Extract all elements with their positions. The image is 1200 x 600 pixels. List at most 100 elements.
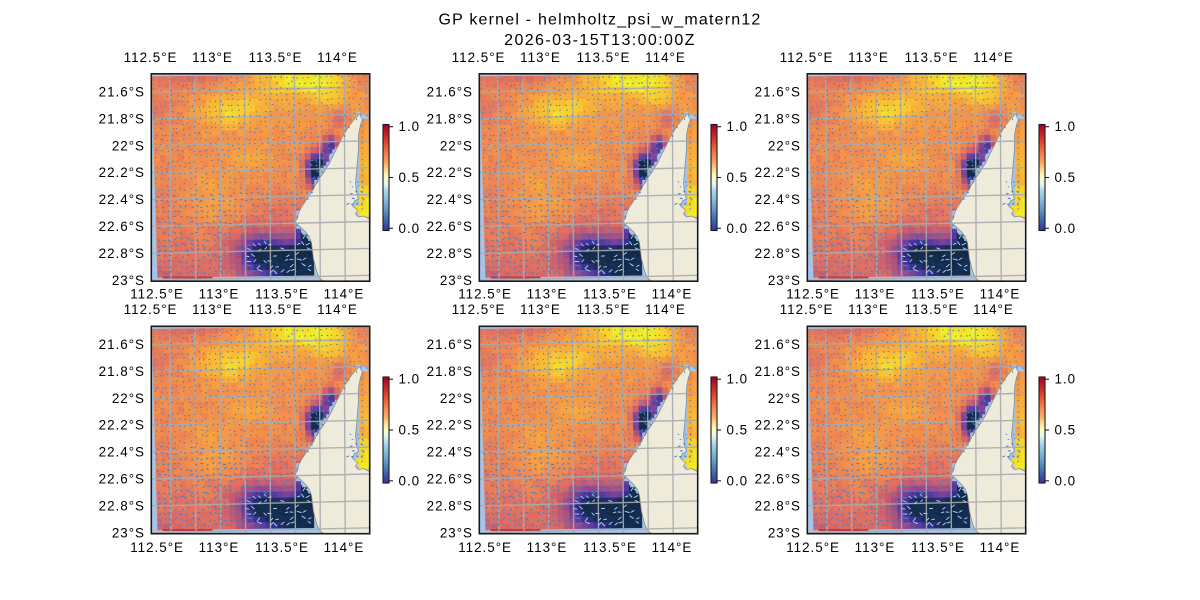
svg-text:0.0: 0.0	[399, 221, 421, 236]
svg-text:114°E: 114°E	[317, 50, 358, 65]
svg-text:23°S: 23°S	[440, 525, 473, 540]
svg-text:21.6°S: 21.6°S	[99, 337, 145, 352]
svg-text:112.5°E: 112.5°E	[780, 50, 834, 65]
svg-text:113°E: 113°E	[199, 540, 240, 555]
svg-text:22.8°S: 22.8°S	[427, 246, 473, 261]
svg-text:0.5: 0.5	[1055, 170, 1077, 185]
svg-text:22.2°S: 22.2°S	[99, 165, 145, 180]
svg-text:113.5°E: 113.5°E	[577, 302, 631, 317]
svg-text:113°E: 113°E	[199, 287, 240, 302]
svg-text:22°S: 22°S	[440, 138, 473, 153]
svg-text:22.4°S: 22.4°S	[99, 445, 145, 460]
svg-text:0.0: 0.0	[1055, 473, 1077, 488]
svg-text:112.5°E: 112.5°E	[458, 287, 512, 302]
svg-text:112.5°E: 112.5°E	[130, 287, 184, 302]
svg-text:1.0: 1.0	[1055, 119, 1077, 134]
svg-text:2026-03-15T13:00:00Z: 2026-03-15T13:00:00Z	[504, 32, 696, 49]
svg-text:113.5°E: 113.5°E	[583, 540, 637, 555]
svg-text:0.0: 0.0	[399, 473, 421, 488]
svg-text:21.6°S: 21.6°S	[99, 85, 145, 100]
svg-text:114°E: 114°E	[652, 540, 693, 555]
svg-text:22.8°S: 22.8°S	[755, 246, 801, 261]
svg-text:114°E: 114°E	[980, 540, 1021, 555]
svg-text:22.4°S: 22.4°S	[427, 192, 473, 207]
svg-text:22.4°S: 22.4°S	[99, 192, 145, 207]
svg-text:21.8°S: 21.8°S	[99, 364, 145, 379]
svg-text:22.6°S: 22.6°S	[427, 472, 473, 487]
svg-text:113°E: 113°E	[192, 50, 233, 65]
svg-text:112.5°E: 112.5°E	[780, 302, 834, 317]
svg-text:113.5°E: 113.5°E	[905, 302, 959, 317]
svg-text:22.2°S: 22.2°S	[427, 165, 473, 180]
svg-text:21.6°S: 21.6°S	[427, 85, 473, 100]
svg-text:0.5: 0.5	[399, 170, 421, 185]
svg-text:112.5°E: 112.5°E	[786, 287, 840, 302]
svg-text:22.2°S: 22.2°S	[755, 418, 801, 433]
svg-text:113.5°E: 113.5°E	[905, 50, 959, 65]
svg-text:114°E: 114°E	[324, 540, 365, 555]
svg-text:114°E: 114°E	[973, 50, 1014, 65]
svg-text:112.5°E: 112.5°E	[452, 50, 506, 65]
svg-text:0.0: 0.0	[727, 221, 749, 236]
svg-text:114°E: 114°E	[980, 287, 1021, 302]
svg-text:113°E: 113°E	[527, 287, 568, 302]
svg-text:22°S: 22°S	[440, 391, 473, 406]
svg-text:1.0: 1.0	[399, 119, 421, 134]
svg-text:113.5°E: 113.5°E	[249, 302, 303, 317]
svg-text:113°E: 113°E	[855, 540, 896, 555]
svg-text:22°S: 22°S	[112, 138, 145, 153]
svg-text:23°S: 23°S	[768, 273, 801, 288]
svg-text:113.5°E: 113.5°E	[249, 50, 303, 65]
svg-text:0.0: 0.0	[727, 473, 749, 488]
svg-text:113°E: 113°E	[520, 50, 561, 65]
svg-text:GP kernel - helmholtz_psi_w_ma: GP kernel - helmholtz_psi_w_matern12	[438, 12, 761, 29]
svg-text:22.2°S: 22.2°S	[99, 418, 145, 433]
svg-text:21.8°S: 21.8°S	[427, 364, 473, 379]
svg-text:22.4°S: 22.4°S	[755, 445, 801, 460]
svg-text:112.5°E: 112.5°E	[124, 302, 178, 317]
svg-text:114°E: 114°E	[645, 50, 686, 65]
svg-text:113.5°E: 113.5°E	[255, 540, 309, 555]
svg-text:113°E: 113°E	[848, 302, 889, 317]
svg-text:1.0: 1.0	[727, 372, 749, 387]
svg-text:113°E: 113°E	[192, 302, 233, 317]
svg-text:112.5°E: 112.5°E	[124, 50, 178, 65]
svg-text:21.6°S: 21.6°S	[755, 85, 801, 100]
svg-text:22.4°S: 22.4°S	[755, 192, 801, 207]
svg-text:21.6°S: 21.6°S	[755, 337, 801, 352]
svg-text:114°E: 114°E	[652, 287, 693, 302]
svg-text:22.6°S: 22.6°S	[427, 219, 473, 234]
svg-text:21.8°S: 21.8°S	[755, 364, 801, 379]
svg-text:21.8°S: 21.8°S	[427, 111, 473, 126]
svg-text:113°E: 113°E	[520, 302, 561, 317]
svg-text:21.8°S: 21.8°S	[755, 111, 801, 126]
svg-text:21.8°S: 21.8°S	[99, 111, 145, 126]
svg-text:22.2°S: 22.2°S	[755, 165, 801, 180]
svg-text:22.8°S: 22.8°S	[99, 246, 145, 261]
svg-text:23°S: 23°S	[112, 525, 145, 540]
svg-text:22.8°S: 22.8°S	[427, 498, 473, 513]
svg-text:21.6°S: 21.6°S	[427, 337, 473, 352]
svg-text:114°E: 114°E	[317, 302, 358, 317]
svg-text:22.6°S: 22.6°S	[755, 219, 801, 234]
svg-text:0.5: 0.5	[1055, 423, 1077, 438]
svg-text:23°S: 23°S	[768, 525, 801, 540]
svg-text:22°S: 22°S	[112, 391, 145, 406]
svg-text:22.6°S: 22.6°S	[755, 472, 801, 487]
svg-text:23°S: 23°S	[440, 273, 473, 288]
svg-text:112.5°E: 112.5°E	[130, 540, 184, 555]
svg-text:113.5°E: 113.5°E	[255, 287, 309, 302]
svg-text:22.2°S: 22.2°S	[427, 418, 473, 433]
svg-text:0.0: 0.0	[1055, 221, 1077, 236]
svg-text:23°S: 23°S	[112, 273, 145, 288]
svg-text:113.5°E: 113.5°E	[911, 287, 965, 302]
svg-text:22.6°S: 22.6°S	[99, 472, 145, 487]
svg-text:1.0: 1.0	[727, 119, 749, 134]
svg-text:22.8°S: 22.8°S	[755, 498, 801, 513]
svg-text:22.8°S: 22.8°S	[99, 498, 145, 513]
svg-text:0.5: 0.5	[727, 423, 749, 438]
svg-text:0.5: 0.5	[399, 423, 421, 438]
svg-text:113.5°E: 113.5°E	[583, 287, 637, 302]
svg-text:114°E: 114°E	[645, 302, 686, 317]
svg-text:112.5°E: 112.5°E	[452, 302, 506, 317]
